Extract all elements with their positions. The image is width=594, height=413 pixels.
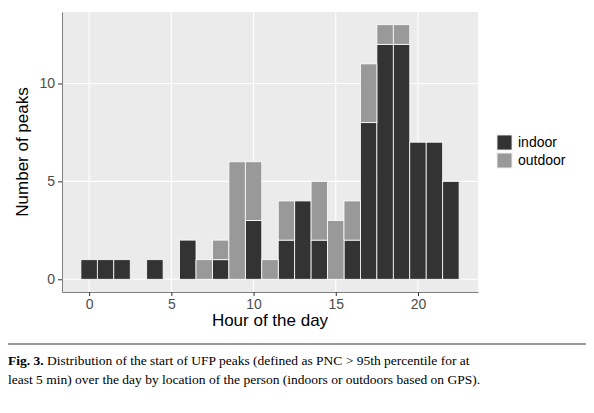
legend-label: indoor <box>518 134 557 150</box>
bars <box>81 25 459 280</box>
caption: Fig. 3. Distribution of the start of UFP… <box>8 353 480 387</box>
chart: 051015200510Hour of the dayNumber of pea… <box>0 0 594 413</box>
bar <box>180 240 196 241</box>
bar <box>97 259 113 260</box>
bar <box>377 44 393 279</box>
bar <box>426 142 442 143</box>
grid <box>62 12 478 292</box>
x-tick: 10 <box>246 292 262 312</box>
y-axis: 0 5 10 <box>39 13 62 293</box>
bar <box>147 260 163 280</box>
bar <box>114 259 130 260</box>
bar <box>360 64 376 123</box>
y-tick-label: 5 <box>47 173 55 189</box>
bar <box>81 260 97 280</box>
series-1 <box>196 25 410 280</box>
bar <box>245 162 261 221</box>
series-0 <box>81 44 459 279</box>
x-grid-line <box>171 12 172 292</box>
plot-background <box>62 12 478 292</box>
y-axis-line <box>62 13 63 293</box>
bar <box>163 279 179 280</box>
legend: indoor outdoor <box>496 134 566 169</box>
y-tick-label: 0 <box>47 271 55 287</box>
y-tick: 0 <box>47 271 62 287</box>
bar <box>410 142 426 279</box>
legend-label: outdoor <box>518 152 566 168</box>
bar <box>147 259 163 260</box>
bar <box>393 44 409 279</box>
bar <box>426 142 442 279</box>
bar <box>328 221 344 280</box>
x-tick: 0 <box>86 292 94 312</box>
y-tick-label: 10 <box>39 75 55 91</box>
legend-swatch <box>497 153 512 168</box>
bar <box>212 240 228 260</box>
y-tick: 10 <box>39 75 62 91</box>
legend-key-background <box>496 152 513 169</box>
bar <box>278 201 294 240</box>
x-axis-title: Hour of the day <box>212 311 329 330</box>
bar <box>278 240 294 279</box>
bar <box>180 240 196 279</box>
y-tick: 5 <box>47 173 62 189</box>
bar <box>410 142 426 143</box>
bar <box>311 181 327 240</box>
bar <box>114 260 130 280</box>
bar <box>229 162 245 279</box>
x-axis-line <box>63 292 479 293</box>
bar <box>212 260 228 280</box>
x-tick-label: 15 <box>328 296 344 312</box>
bar <box>163 279 179 280</box>
caption-text: least 5 min) over the day by location of… <box>8 372 480 387</box>
x-tick: 5 <box>168 292 176 312</box>
bar <box>393 25 409 45</box>
bar <box>262 260 278 280</box>
x-tick-label: 20 <box>411 296 427 312</box>
bar <box>97 260 113 280</box>
bar <box>344 240 360 279</box>
bar <box>344 201 360 240</box>
bar <box>295 200 311 201</box>
y-axis-title: Number of peaks <box>13 87 32 216</box>
bar <box>295 201 311 279</box>
caption-rule <box>8 344 586 345</box>
bar <box>443 181 459 182</box>
caption-line: Fig. 3. Distribution of the start of UFP… <box>8 353 470 368</box>
x-tick: 15 <box>328 292 344 312</box>
legend-swatch <box>497 135 512 150</box>
bar <box>443 181 459 279</box>
x-grid-line <box>89 12 90 292</box>
y-tick-mark <box>58 279 62 280</box>
bar <box>81 259 97 260</box>
bar <box>245 221 261 280</box>
x-axis: 0 5 10 15 20 <box>63 292 479 312</box>
bar <box>311 240 327 279</box>
caption-label: Fig. 3. <box>8 353 44 368</box>
legend-key-background <box>496 134 513 151</box>
y-grid-line <box>62 83 478 84</box>
x-tick: 20 <box>411 292 427 312</box>
bar <box>360 123 376 280</box>
bar <box>130 279 146 280</box>
x-tick-label: 5 <box>168 296 176 312</box>
bar <box>196 260 212 280</box>
bar <box>130 279 146 280</box>
caption-line: least 5 min) over the day by location of… <box>8 372 480 387</box>
bar <box>377 25 393 45</box>
x-tick-label: 10 <box>246 296 262 312</box>
y-tick-mark <box>58 181 62 182</box>
x-tick-label: 0 <box>86 296 94 312</box>
caption-text: Distribution of the start of UFP peaks (… <box>47 353 470 368</box>
y-tick-mark <box>58 83 62 84</box>
